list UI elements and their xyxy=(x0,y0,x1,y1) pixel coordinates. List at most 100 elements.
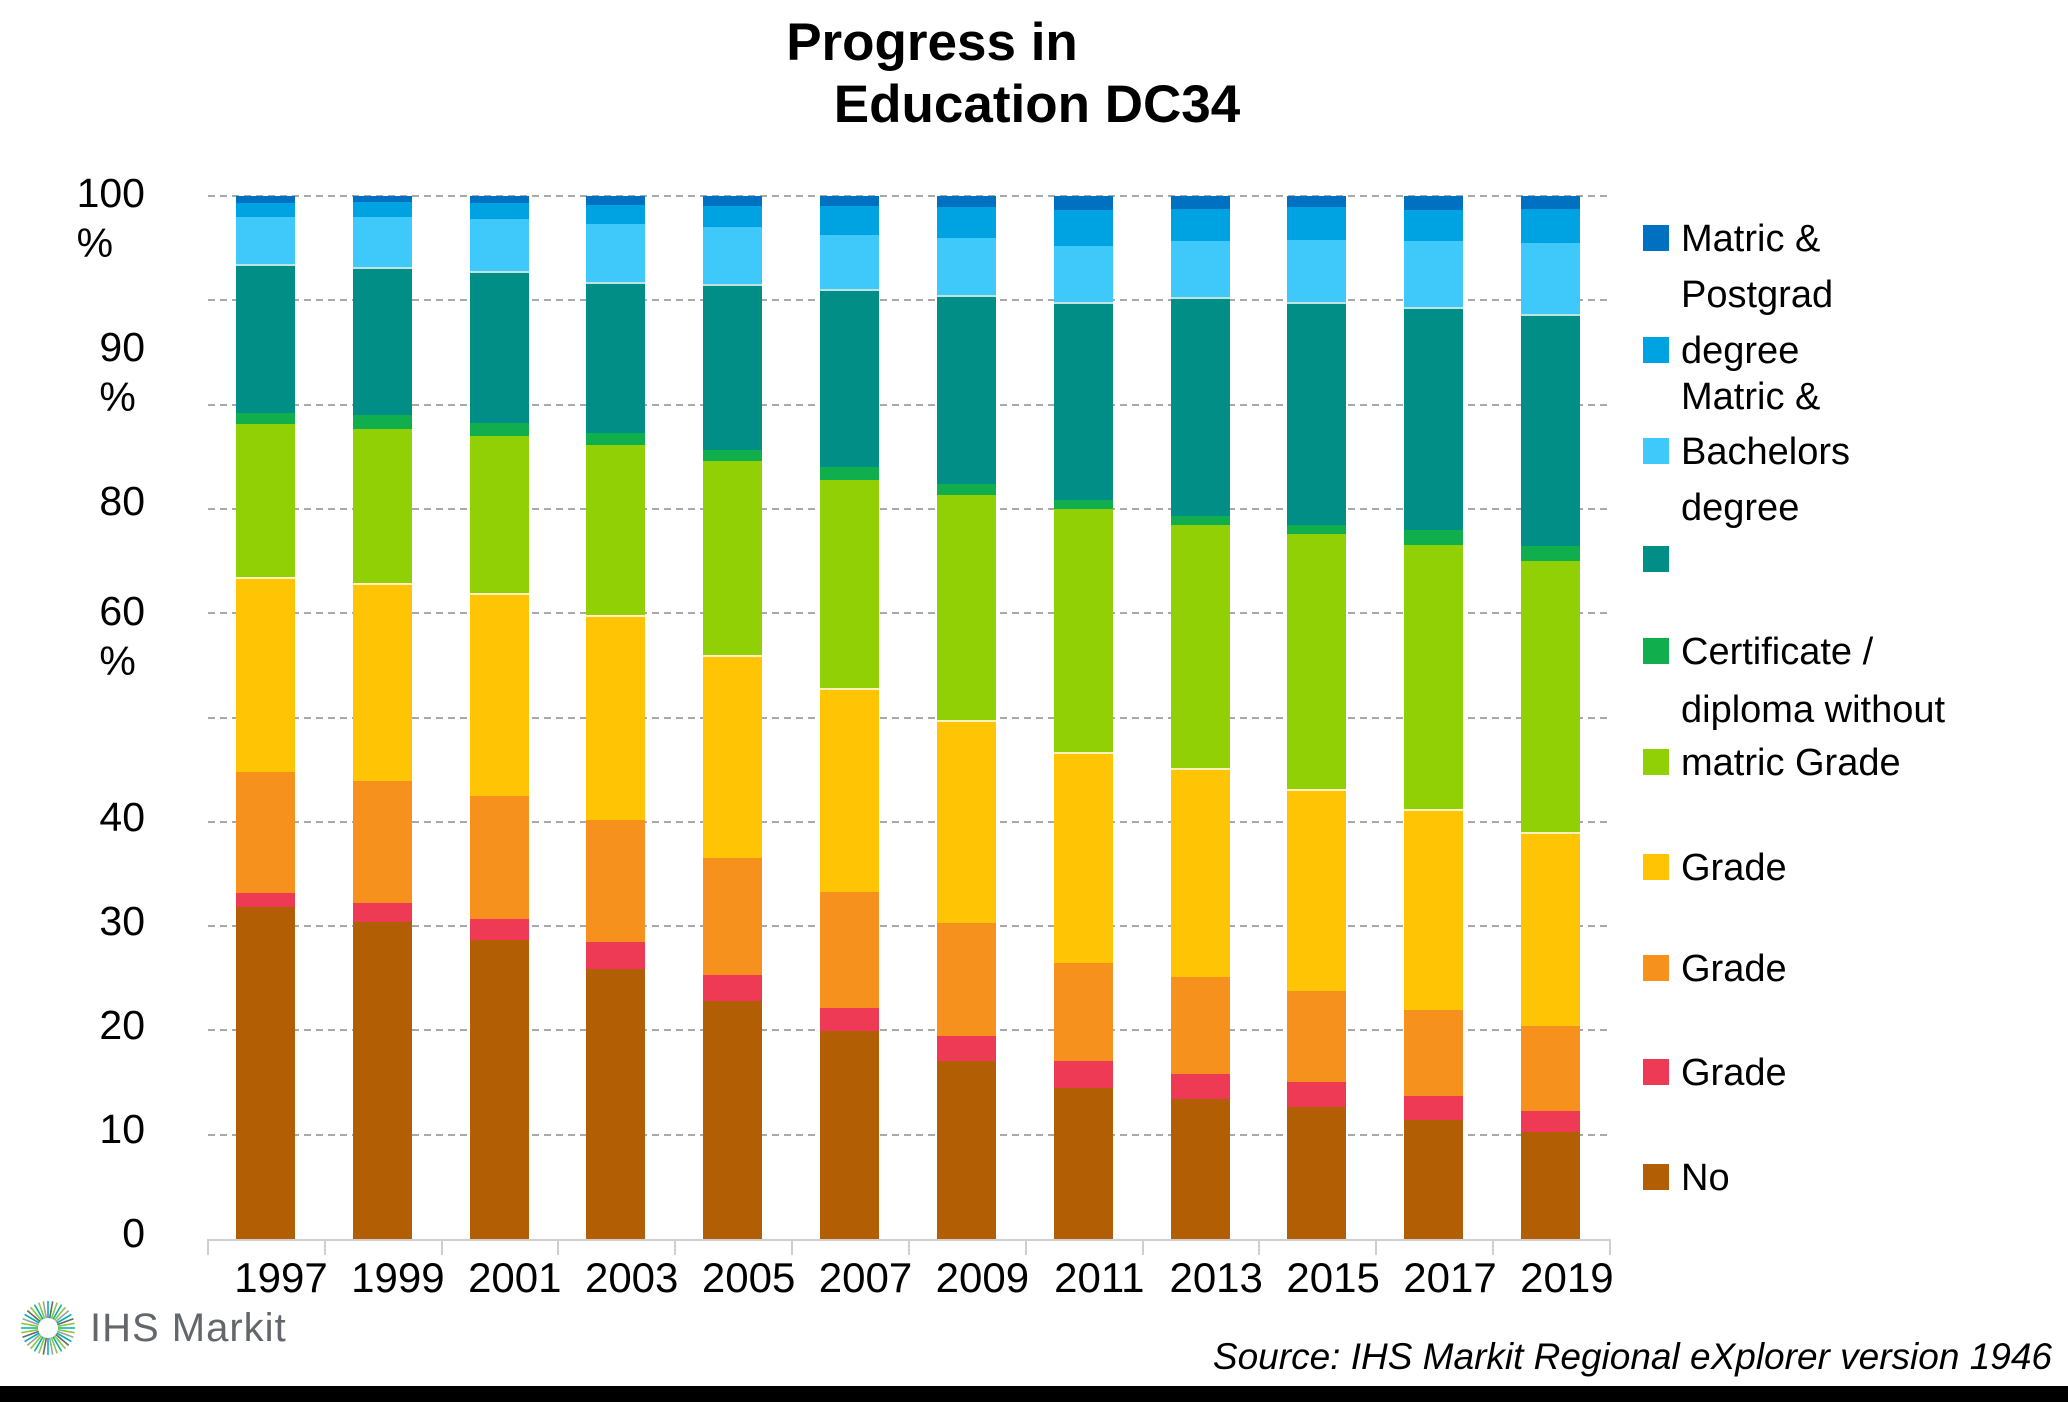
gridline-30-percent xyxy=(208,925,1610,928)
bar-2007-segment-blue xyxy=(820,196,880,207)
bar-1997-segment-orange xyxy=(236,771,295,893)
legend-swatch-teal-icon xyxy=(1643,546,1669,572)
bar-2009-segment-green xyxy=(936,483,996,496)
axis-tick xyxy=(1024,1239,1027,1255)
bar-1997-segment-blue xyxy=(236,196,295,204)
bar-2019-segment-lime xyxy=(1521,561,1581,833)
bar-2015-segment-orange xyxy=(1287,990,1347,1082)
legend-label: matric Grade xyxy=(1681,742,1901,784)
axis-tick xyxy=(1141,1239,1144,1255)
legend-label: Certificate / xyxy=(1681,631,1874,673)
bar-2005-segment-orange xyxy=(703,858,763,976)
bar-2011-segment-gold xyxy=(1053,751,1113,963)
legend-swatch-blue-icon xyxy=(1643,225,1669,251)
bar-2019-segment-orange xyxy=(1521,1026,1581,1111)
bar-2003-segment-teal xyxy=(586,281,646,433)
bar-2001-segment-azure xyxy=(469,203,529,219)
bar-2015-segment-green xyxy=(1287,524,1347,534)
bar-2009-segment-azure xyxy=(936,207,996,238)
axis-tick xyxy=(1258,1239,1261,1255)
bar-2015-segment-brown xyxy=(1287,1106,1347,1239)
bar-2011-segment-red xyxy=(1053,1060,1113,1088)
bar-2011-segment-azure xyxy=(1053,209,1113,247)
bar-2003-segment-gold xyxy=(586,615,646,820)
bar-2013-segment-brown xyxy=(1170,1099,1230,1239)
bar-2015-segment-gold xyxy=(1287,789,1347,991)
bar-2007-segment-brown xyxy=(820,1031,880,1239)
legend-label: degree xyxy=(1681,330,1800,372)
bar-2019-segment-brown xyxy=(1521,1131,1581,1239)
bar-2013-segment-azure xyxy=(1170,208,1230,241)
bar-2011-segment-blue xyxy=(1053,196,1113,210)
bar-2003-segment-orange xyxy=(586,819,646,942)
bar-2003-segment-brown xyxy=(586,968,646,1239)
gridline-50-percent xyxy=(208,716,1610,719)
bar-1999-segment-gold xyxy=(352,582,412,782)
bar-2001-segment-sky xyxy=(469,218,529,272)
bar-2015-segment-azure xyxy=(1287,207,1347,240)
bar-1999-segment-brown xyxy=(352,921,412,1239)
bar-2015-segment-blue xyxy=(1287,196,1347,208)
bar-2007-segment-gold xyxy=(820,688,880,892)
bar-2005-segment-lime xyxy=(703,460,763,655)
bar-2011-segment-brown xyxy=(1053,1087,1113,1239)
bar-2001-segment-orange xyxy=(469,795,529,919)
y-axis-label-20: 20 xyxy=(99,1002,145,1048)
bar-2009-segment-red xyxy=(936,1035,996,1061)
bar-1997-segment-azure xyxy=(236,203,295,217)
bar-2017-segment-green xyxy=(1404,529,1464,546)
legend-label: Bachelors xyxy=(1681,431,1850,473)
bar-2005-segment-brown xyxy=(703,1001,763,1239)
legend-label: No xyxy=(1681,1157,1730,1199)
bar-2007-segment-lime xyxy=(820,479,880,689)
legend-swatch-gold-icon xyxy=(1643,854,1669,880)
legend-swatch-lime-icon xyxy=(1643,749,1669,775)
ihs-markit-logo: IHS Markit xyxy=(16,1296,287,1360)
x-axis-label-2013: 2013 xyxy=(1169,1254,1263,1301)
bar-2011-segment-lime xyxy=(1053,508,1113,752)
bar-2017-segment-teal xyxy=(1404,306,1464,530)
bar-1997-segment-sky xyxy=(236,216,295,264)
bar-2005-segment-azure xyxy=(703,206,763,228)
bar-2017-segment-orange xyxy=(1404,1009,1464,1097)
x-axis-label-2011: 2011 xyxy=(1054,1254,1145,1301)
bar-2009-segment-lime xyxy=(936,495,996,720)
gridline-90-percent xyxy=(208,299,1610,302)
legend-label: Matric & xyxy=(1681,376,1821,418)
x-axis-label-2005: 2005 xyxy=(701,1254,796,1301)
bar-2017-segment-lime xyxy=(1404,545,1464,810)
bar-2009-segment-blue xyxy=(936,196,996,208)
bar-2007-segment-azure xyxy=(820,206,880,235)
bar-2007-segment-red xyxy=(820,1008,880,1032)
x-axis-label-2017: 2017 xyxy=(1403,1254,1497,1301)
legend-label: Matric & xyxy=(1681,218,1821,260)
gridline-20-percent xyxy=(208,1029,1610,1032)
ihs-markit-logo-text: IHS Markit xyxy=(90,1305,287,1350)
bar-2015-segment-lime xyxy=(1287,533,1347,790)
bar-2003-segment-green xyxy=(586,432,646,446)
bar-2009-segment-sky xyxy=(936,237,996,296)
legend-label: Grade xyxy=(1681,1052,1787,1094)
footer-black-bar xyxy=(0,1386,2068,1402)
bar-2003-segment-red xyxy=(586,941,646,969)
gridline-60-percent xyxy=(208,612,1610,615)
bar-2011-segment-green xyxy=(1053,499,1113,509)
bar-2019-segment-green xyxy=(1521,546,1581,562)
legend-label: Grade xyxy=(1681,948,1787,990)
bar-1999-segment-sky xyxy=(352,216,412,267)
y-axis-label-80: 80 xyxy=(99,478,145,524)
bar-1997-segment-green xyxy=(236,412,295,425)
y-axis-label-40: 40 xyxy=(99,794,145,840)
ihs-markit-sunburst-icon xyxy=(21,1301,75,1355)
axis-tick xyxy=(1375,1239,1378,1255)
bar-1999-segment-teal xyxy=(352,266,412,416)
bar-2003-segment-azure xyxy=(586,205,646,225)
bar-2019-segment-sky xyxy=(1521,242,1581,314)
y-axis-label-0: 0 xyxy=(122,1210,145,1256)
bar-2017-segment-gold xyxy=(1404,809,1464,1010)
x-axis-label-2019: 2019 xyxy=(1520,1254,1614,1301)
bar-2001-segment-lime xyxy=(469,435,529,594)
y-axis-label-10: 10 xyxy=(99,1106,145,1152)
bar-2001-segment-blue xyxy=(469,196,529,204)
